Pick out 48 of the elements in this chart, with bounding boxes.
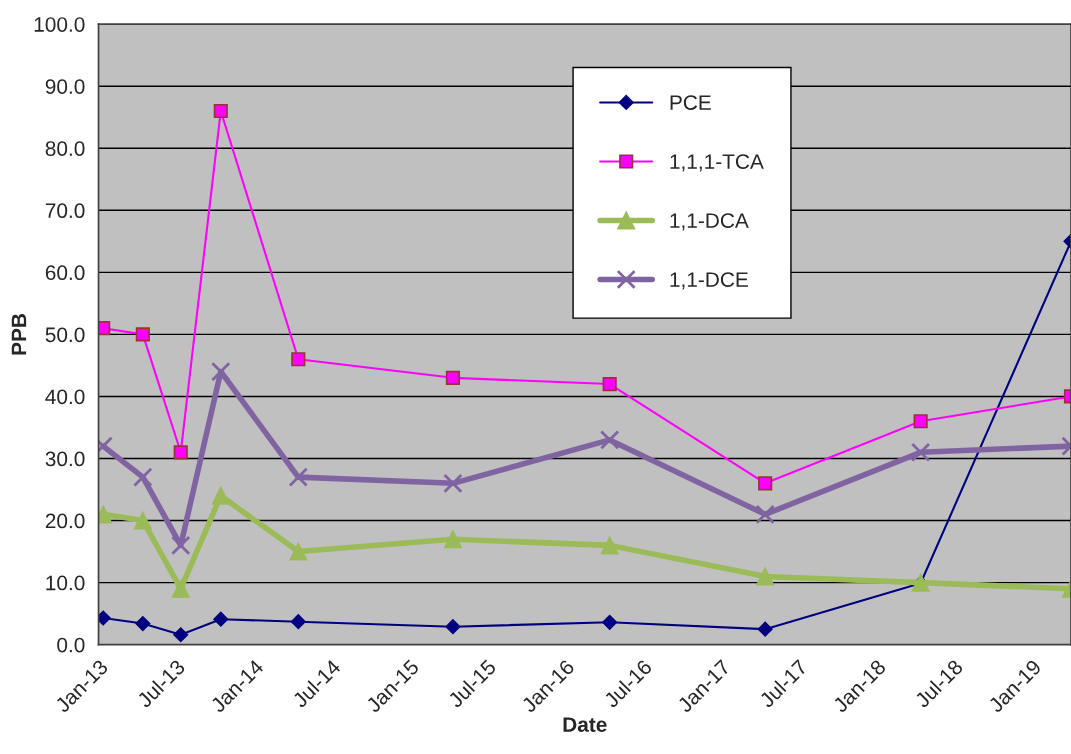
- y-tick-label: 60.0: [45, 265, 85, 281]
- y-tick-label: 90.0: [45, 79, 85, 94]
- legend-label: 1,1-DCE: [670, 272, 748, 290]
- point: [213, 611, 229, 627]
- point: [755, 504, 775, 525]
- y-tick-label: 40.0: [45, 389, 85, 405]
- point: [758, 476, 773, 491]
- point: [133, 511, 152, 530]
- point: [173, 445, 188, 460]
- point: [211, 486, 230, 505]
- point: [602, 614, 618, 630]
- point: [213, 103, 228, 119]
- point: [756, 567, 775, 586]
- legend-label: 1,1-DCA: [670, 213, 749, 231]
- legend-label: PCE: [670, 95, 711, 110]
- y-tick-label: 10.0: [46, 575, 85, 591]
- point: [443, 530, 462, 549]
- y-tick-label: 80.0: [45, 141, 85, 156]
- y-tick-label: 30.0: [45, 451, 85, 467]
- point: [98, 321, 111, 336]
- point: [133, 467, 153, 487]
- y-axis-title: PPB: [11, 313, 27, 355]
- point: [290, 614, 306, 630]
- point: [288, 467, 309, 487]
- point: [291, 352, 306, 367]
- point: [171, 535, 191, 556]
- point: [445, 619, 461, 635]
- point: [135, 616, 151, 632]
- point: [602, 376, 617, 392]
- point: [599, 430, 620, 450]
- point: [173, 627, 189, 643]
- point: [913, 414, 928, 429]
- point: [443, 473, 463, 494]
- point: [600, 536, 619, 555]
- legend-label: 1,1,1-TCA: [670, 154, 764, 172]
- x-axis-title: Date: [563, 717, 607, 732]
- point: [910, 442, 931, 463]
- y-tick-label: 50.0: [45, 327, 85, 343]
- point: [289, 542, 308, 561]
- point: [445, 370, 461, 385]
- point: [757, 621, 773, 637]
- y-tick-label: 100.0: [34, 17, 85, 32]
- point: [135, 327, 150, 342]
- y-tick-label: 70.0: [45, 203, 85, 219]
- point: [171, 579, 190, 598]
- y-tick-label: 0.0: [57, 637, 85, 653]
- point: [211, 361, 231, 382]
- y-tick-label: 20.0: [45, 513, 85, 529]
